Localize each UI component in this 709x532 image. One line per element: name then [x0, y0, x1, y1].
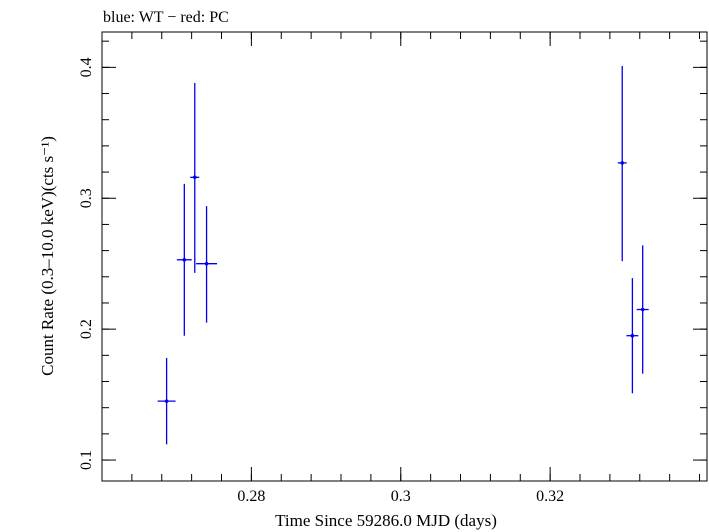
y-tick-label: 0.1	[78, 450, 95, 470]
point-marker	[630, 333, 635, 338]
point-marker	[192, 175, 197, 180]
data-point	[636, 245, 649, 374]
x-tick-label: 0.28	[237, 488, 265, 505]
data-points	[157, 66, 649, 445]
data-point	[176, 183, 192, 336]
point-marker	[164, 399, 169, 403]
data-point	[196, 206, 218, 323]
data-point	[190, 83, 200, 273]
data-point	[626, 278, 639, 394]
x-tick-label: 0.3	[391, 488, 411, 505]
chart-title: blue: WT − red: PC	[103, 9, 229, 26]
y-tick-label: 0.2	[78, 319, 95, 339]
point-marker	[204, 261, 209, 266]
point-marker	[620, 161, 625, 165]
y-tick-label: 0.3	[78, 188, 95, 208]
y-axis-label: Count Rate (0.3–10.0 keV)(cts s⁻¹)	[38, 136, 57, 376]
x-axis-label: Time Since 59286.0 MJD (days)	[275, 511, 497, 530]
data-point	[157, 357, 176, 445]
x-tick-label: 0.32	[536, 488, 564, 505]
axis-ticks	[101, 32, 707, 481]
point-marker	[640, 307, 645, 312]
point-marker	[182, 257, 187, 262]
plot-frame	[101, 31, 708, 482]
y-tick-labels: 0.1 0.2 0.3 0.4	[78, 57, 95, 470]
x-tick-labels: 0.28 0.3 0.32	[237, 488, 564, 505]
data-point	[617, 66, 627, 262]
y-tick-label: 0.4	[78, 57, 95, 77]
